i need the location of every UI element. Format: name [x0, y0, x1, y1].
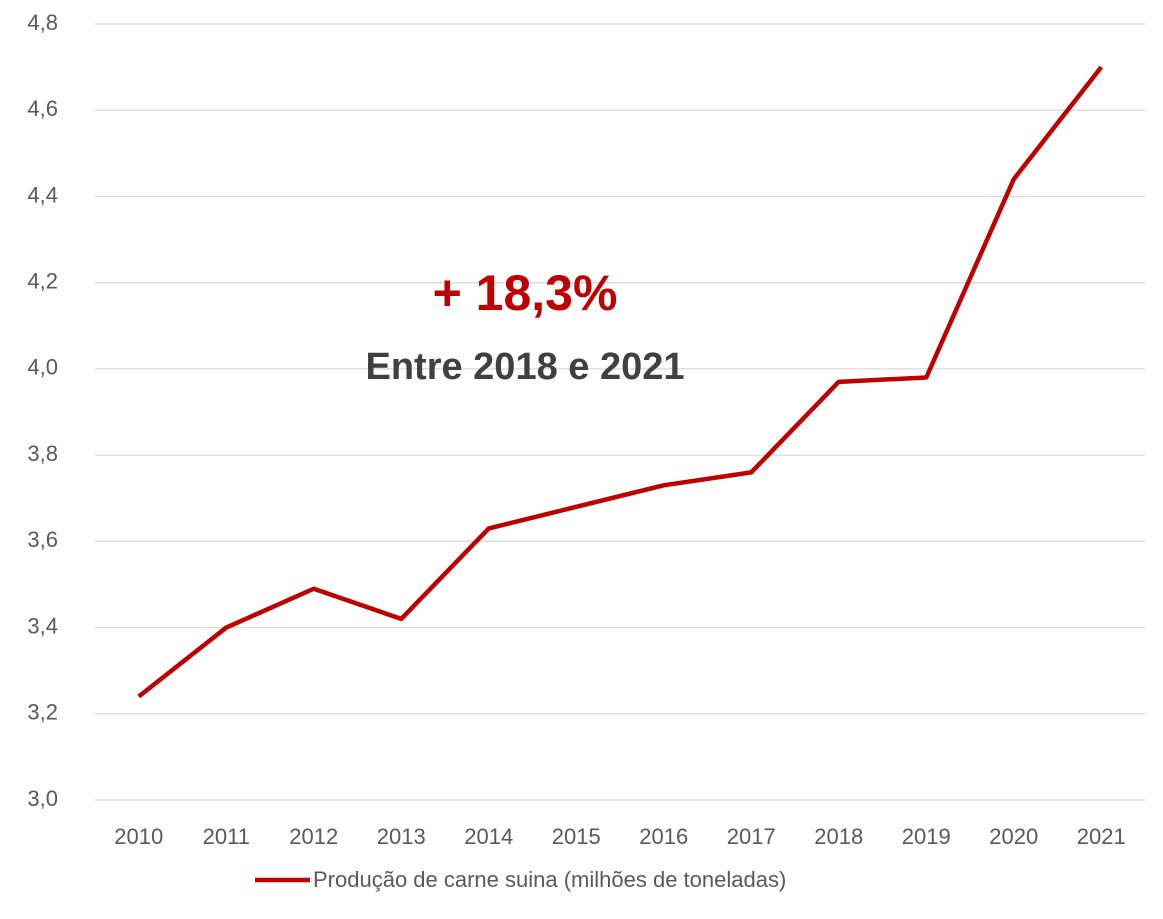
- x-tick-label: 2018: [814, 824, 863, 849]
- x-tick-label: 2012: [289, 824, 338, 849]
- legend-label: Produção de carne suina (milhões de tone…: [313, 867, 786, 892]
- x-tick-label: 2013: [377, 824, 426, 849]
- x-tick-label: 2015: [552, 824, 601, 849]
- y-tick-label: 4,8: [27, 10, 58, 35]
- y-tick-label: 3,2: [27, 700, 58, 725]
- x-tick-label: 2011: [203, 824, 250, 849]
- x-tick-label: 2019: [902, 824, 951, 849]
- x-tick-label: 2020: [989, 824, 1038, 849]
- x-tick-label: 2016: [639, 824, 688, 849]
- annotation-period: Entre 2018 e 2021: [365, 346, 684, 388]
- x-tick-label: 2021: [1077, 824, 1126, 849]
- x-tick-label: 2017: [727, 824, 776, 849]
- y-tick-label: 3,0: [27, 786, 58, 811]
- y-tick-label: 4,2: [27, 268, 58, 293]
- y-tick-label: 4,4: [27, 182, 58, 207]
- annotation-change: + 18,3%: [433, 265, 618, 321]
- x-tick-label: 2010: [114, 824, 163, 849]
- y-tick-label: 3,8: [27, 441, 58, 466]
- y-tick-label: 4,6: [27, 96, 58, 121]
- y-tick-label: 4,0: [27, 355, 58, 380]
- y-tick-label: 3,6: [27, 527, 58, 552]
- y-tick-label: 3,4: [27, 613, 58, 638]
- x-tick-label: 2014: [464, 824, 513, 849]
- data-line: [137, 65, 1104, 699]
